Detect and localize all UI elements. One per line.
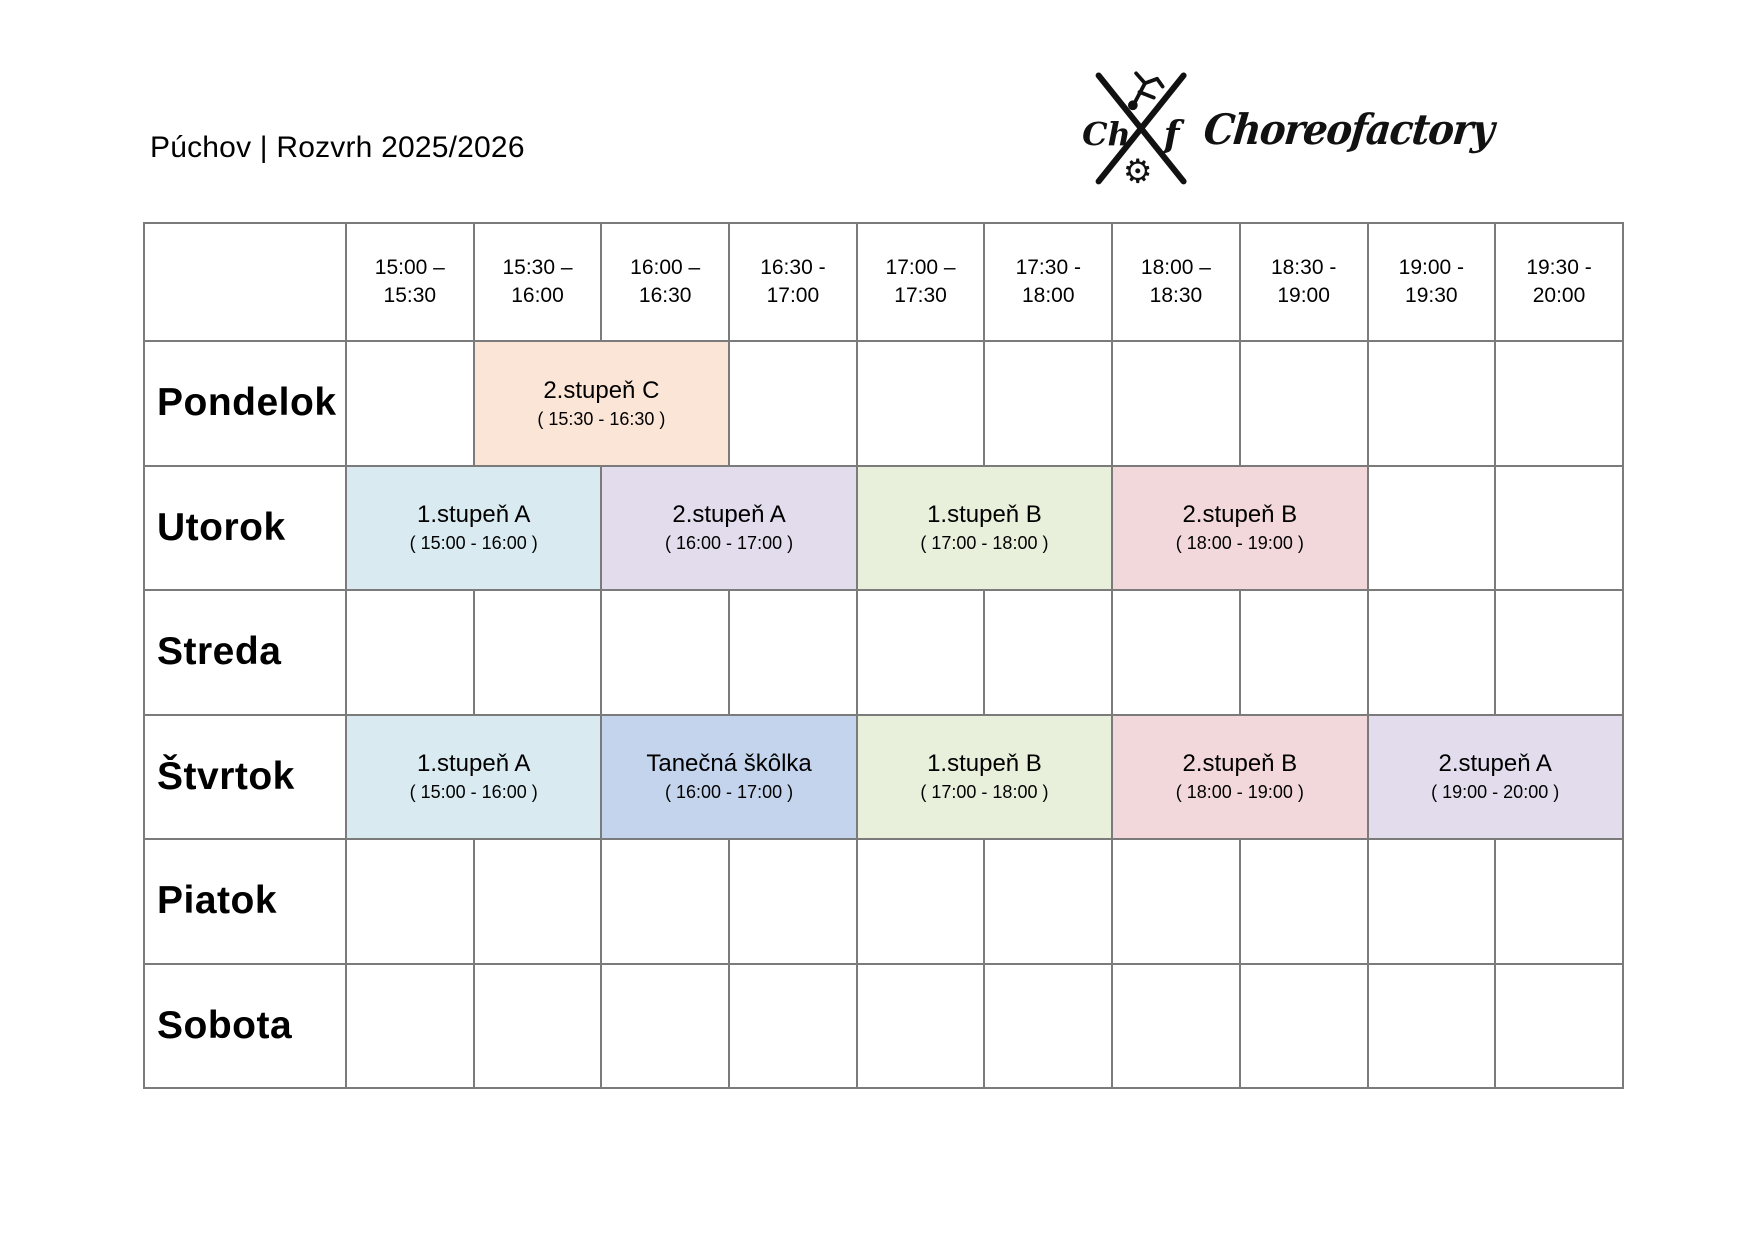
day-label-štvrtok: Štvrtok <box>145 715 347 840</box>
event-cell: 2.stupeň A ( 19:00 - 20:00 ) <box>1368 715 1624 840</box>
table-corner-cell <box>145 224 347 342</box>
event-time: ( 18:00 - 19:00 ) <box>1175 782 1304 803</box>
empty-slot <box>602 591 731 716</box>
empty-slot <box>347 840 475 965</box>
empty-slot <box>474 840 603 965</box>
event-title: 2.stupeň C <box>543 376 660 404</box>
event-title: 1.stupeň A <box>416 750 531 778</box>
empty-slot <box>347 342 475 467</box>
event-title: 2.stupeň A <box>672 501 786 529</box>
empty-slot <box>730 342 858 467</box>
empty-slot <box>730 964 858 1089</box>
day-label-piatok: Piatok <box>145 840 347 965</box>
empty-slot <box>1496 466 1624 591</box>
day-label-utorok: Utorok <box>145 466 347 591</box>
empty-slot <box>602 840 731 965</box>
event-title: 2.stupeň B <box>1182 750 1298 778</box>
time-slot-header: 15:00 – 15:30 <box>347 224 475 342</box>
empty-slot <box>857 964 986 1089</box>
empty-slot <box>1368 342 1497 467</box>
logo-f-text: f <box>1161 113 1185 156</box>
time-slot-header: 17:00 – 17:30 <box>857 224 986 342</box>
empty-slot <box>1496 591 1624 716</box>
event-time: ( 15:30 - 16:30 ) <box>537 408 666 429</box>
event-cell: 1.stupeň B ( 17:00 - 18:00 ) <box>857 466 1114 591</box>
page-title: Púchov | Rozvrh 2025/2026 <box>150 131 525 164</box>
empty-slot <box>1113 342 1241 467</box>
event-cell: Tanečná škôlka ( 16:00 - 17:00 ) <box>602 715 858 840</box>
event-cell: 2.stupeň C ( 15:30 - 16:30 ) <box>474 342 731 467</box>
event-time: ( 16:00 - 17:00 ) <box>665 533 794 554</box>
schedule-table: 15:00 – 15:30 15:30 – 16:00 16:00 – 16:30 1… <box>143 222 1624 1089</box>
logo-wordmark: Choreofactory <box>1201 104 1496 154</box>
empty-slot <box>1113 840 1241 965</box>
empty-slot <box>730 591 858 716</box>
empty-slot <box>1496 342 1624 467</box>
event-cell: 1.stupeň B ( 17:00 - 18:00 ) <box>857 715 1114 840</box>
event-cell: 2.stupeň A ( 16:00 - 17:00 ) <box>602 466 858 591</box>
event-title: 2.stupeň B <box>1182 501 1298 529</box>
empty-slot <box>1496 964 1624 1089</box>
day-label-pondelok: Pondelok <box>145 342 347 467</box>
gear-icon: ⚙ <box>1123 151 1153 188</box>
logo-x-mark: Ch f ⚙ <box>1082 71 1187 188</box>
empty-slot <box>857 840 986 965</box>
event-title: Tanečná škôlka <box>646 750 812 778</box>
time-slot-header: 17:30 - 18:00 <box>985 224 1114 342</box>
event-title: 1.stupeň B <box>927 750 1042 778</box>
event-time: ( 17:00 - 18:00 ) <box>920 782 1049 803</box>
time-slot-header: 16:00 – 16:30 <box>602 224 731 342</box>
event-time: ( 15:00 - 16:00 ) <box>409 782 538 803</box>
time-slot-header: 18:00 – 18:30 <box>1113 224 1241 342</box>
time-slot-header: 16:30 - 17:00 <box>730 224 858 342</box>
empty-slot <box>1368 591 1497 716</box>
event-cell: 2.stupeň B ( 18:00 - 19:00 ) <box>1113 466 1369 591</box>
empty-slot <box>1113 591 1241 716</box>
dancer-head <box>1127 100 1138 111</box>
logo-ch-text: Ch <box>1082 115 1131 153</box>
empty-slot <box>985 840 1114 965</box>
event-title: 1.stupeň B <box>927 501 1042 529</box>
time-slot-header: 18:30 - 19:00 <box>1240 224 1369 342</box>
dancer-icon <box>1133 71 1165 104</box>
event-time: ( 15:00 - 16:00 ) <box>409 533 538 554</box>
empty-slot <box>1240 840 1369 965</box>
empty-slot <box>474 591 603 716</box>
event-time: ( 18:00 - 19:00 ) <box>1175 533 1304 554</box>
event-cell: 2.stupeň B ( 18:00 - 19:00 ) <box>1113 715 1369 840</box>
empty-slot <box>1240 342 1369 467</box>
event-cell: 1.stupeň A ( 15:00 - 16:00 ) <box>347 715 603 840</box>
time-slot-header: 15:30 – 16:00 <box>474 224 603 342</box>
empty-slot <box>1240 964 1369 1089</box>
event-title: 1.stupeň A <box>416 501 531 529</box>
empty-slot <box>857 342 986 467</box>
empty-slot <box>474 964 603 1089</box>
time-slot-header: 19:30 - 20:00 <box>1496 224 1624 342</box>
empty-slot <box>602 964 731 1089</box>
empty-slot <box>347 591 475 716</box>
event-time: ( 19:00 - 20:00 ) <box>1431 782 1560 803</box>
event-time: ( 16:00 - 17:00 ) <box>665 782 794 803</box>
empty-slot <box>1368 466 1497 591</box>
empty-slot <box>985 591 1114 716</box>
day-label-streda: Streda <box>145 591 347 716</box>
choreofactory-logo: Ch f ⚙ Choreofactory <box>1082 70 1518 188</box>
empty-slot <box>730 840 858 965</box>
event-time: ( 17:00 - 18:00 ) <box>920 533 1049 554</box>
empty-slot <box>347 964 475 1089</box>
time-slot-header: 19:00 - 19:30 <box>1368 224 1497 342</box>
day-label-sobota: Sobota <box>145 964 347 1089</box>
event-cell: 1.stupeň A ( 15:00 - 16:00 ) <box>347 466 603 591</box>
empty-slot <box>1368 840 1497 965</box>
empty-slot <box>985 342 1114 467</box>
x-cross-icon <box>1095 72 1187 185</box>
empty-slot <box>985 964 1114 1089</box>
empty-slot <box>1113 964 1241 1089</box>
empty-slot <box>1496 840 1624 965</box>
empty-slot <box>1368 964 1497 1089</box>
empty-slot <box>1240 591 1369 716</box>
empty-slot <box>857 591 986 716</box>
event-title: 2.stupeň A <box>1438 750 1552 778</box>
